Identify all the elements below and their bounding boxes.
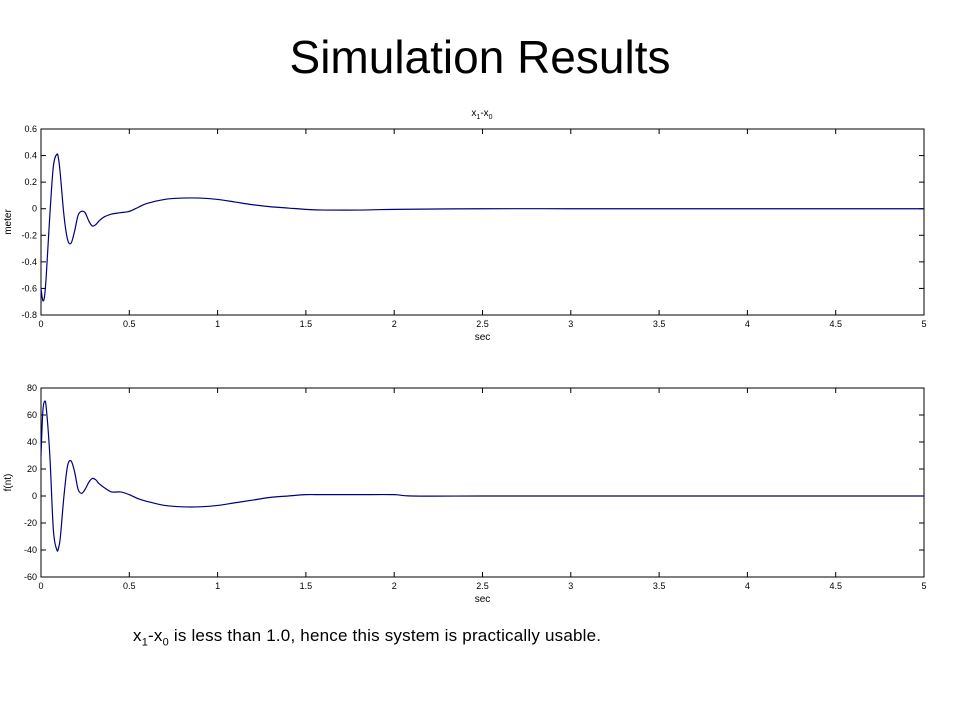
x-tick-label: 4 bbox=[745, 319, 750, 329]
x-tick-label: 0.5 bbox=[123, 319, 136, 329]
x-tick-label: 3 bbox=[568, 581, 573, 591]
y-tick-label: 40 bbox=[27, 437, 37, 447]
y-tick-label: 0 bbox=[32, 204, 37, 214]
y-tick-label: 0.6 bbox=[24, 124, 37, 134]
y-tick-label: 80 bbox=[27, 383, 37, 393]
x-tick-label: 1.5 bbox=[300, 319, 313, 329]
x-tick-label: 5 bbox=[921, 319, 926, 329]
x-tick-label: 1.5 bbox=[300, 581, 313, 591]
x-tick-label: 3 bbox=[568, 319, 573, 329]
y-tick-label: -0.8 bbox=[21, 310, 37, 320]
y-tick-label: 60 bbox=[27, 410, 37, 420]
x-tick-label: 4.5 bbox=[829, 319, 842, 329]
y-tick-label: -0.6 bbox=[21, 283, 37, 293]
x-tick-label: 2 bbox=[392, 581, 397, 591]
y-tick-label: -60 bbox=[24, 572, 37, 582]
x-tick-label: 1 bbox=[215, 581, 220, 591]
x-axis-label: sec bbox=[475, 594, 491, 605]
x-tick-label: 2 bbox=[392, 319, 397, 329]
x-tick-label: 3.5 bbox=[653, 319, 666, 329]
x-tick-label: 3.5 bbox=[653, 581, 666, 591]
caption: x1-x0 is less than 1.0, hence this syste… bbox=[133, 626, 602, 649]
x-tick-label: 2.5 bbox=[476, 581, 489, 591]
x-tick-label: 0.5 bbox=[123, 581, 136, 591]
x-tick-label: 5 bbox=[921, 581, 926, 591]
y-tick-label: -0.4 bbox=[21, 257, 37, 267]
y-axis-label: f(nt) bbox=[3, 474, 14, 492]
plot-frame bbox=[40, 387, 925, 578]
y-tick-label: 0 bbox=[32, 491, 37, 501]
x-axis-label: sec bbox=[475, 332, 491, 343]
y-axis-label: meter bbox=[3, 209, 14, 235]
plot-frame bbox=[40, 128, 925, 316]
x-tick-label: 0 bbox=[38, 319, 43, 329]
y-tick-label: -40 bbox=[24, 545, 37, 555]
chart-title: x1-x0 bbox=[471, 108, 492, 121]
y-tick-label: -20 bbox=[24, 518, 37, 528]
x-tick-label: 4 bbox=[745, 581, 750, 591]
x-tick-label: 4.5 bbox=[829, 581, 842, 591]
series-line bbox=[40, 400, 924, 552]
chart-x1-x0: x1-x0 0 0.5 1 1.5 2 2.5 3 3.5 4 4.5 50.60.40.20-0.… bbox=[3, 108, 927, 343]
series-line bbox=[40, 153, 924, 302]
x-tick-label: 1 bbox=[215, 319, 220, 329]
x-tick-label: 2.5 bbox=[476, 319, 489, 329]
x-tick-label: 0 bbox=[38, 581, 43, 591]
y-tick-label: -0.2 bbox=[21, 230, 37, 240]
y-tick-label: 0.4 bbox=[24, 151, 37, 161]
chart-force: 0 0.5 1 1.5 2 2.5 3 3.5 4 4.5 5 80 60 40 20 0 -20 -40 -60 s… bbox=[3, 383, 927, 605]
y-tick-label: 0.2 bbox=[24, 177, 37, 187]
slide-title: Simulation Results bbox=[289, 31, 671, 83]
y-tick-label: 20 bbox=[27, 464, 37, 474]
